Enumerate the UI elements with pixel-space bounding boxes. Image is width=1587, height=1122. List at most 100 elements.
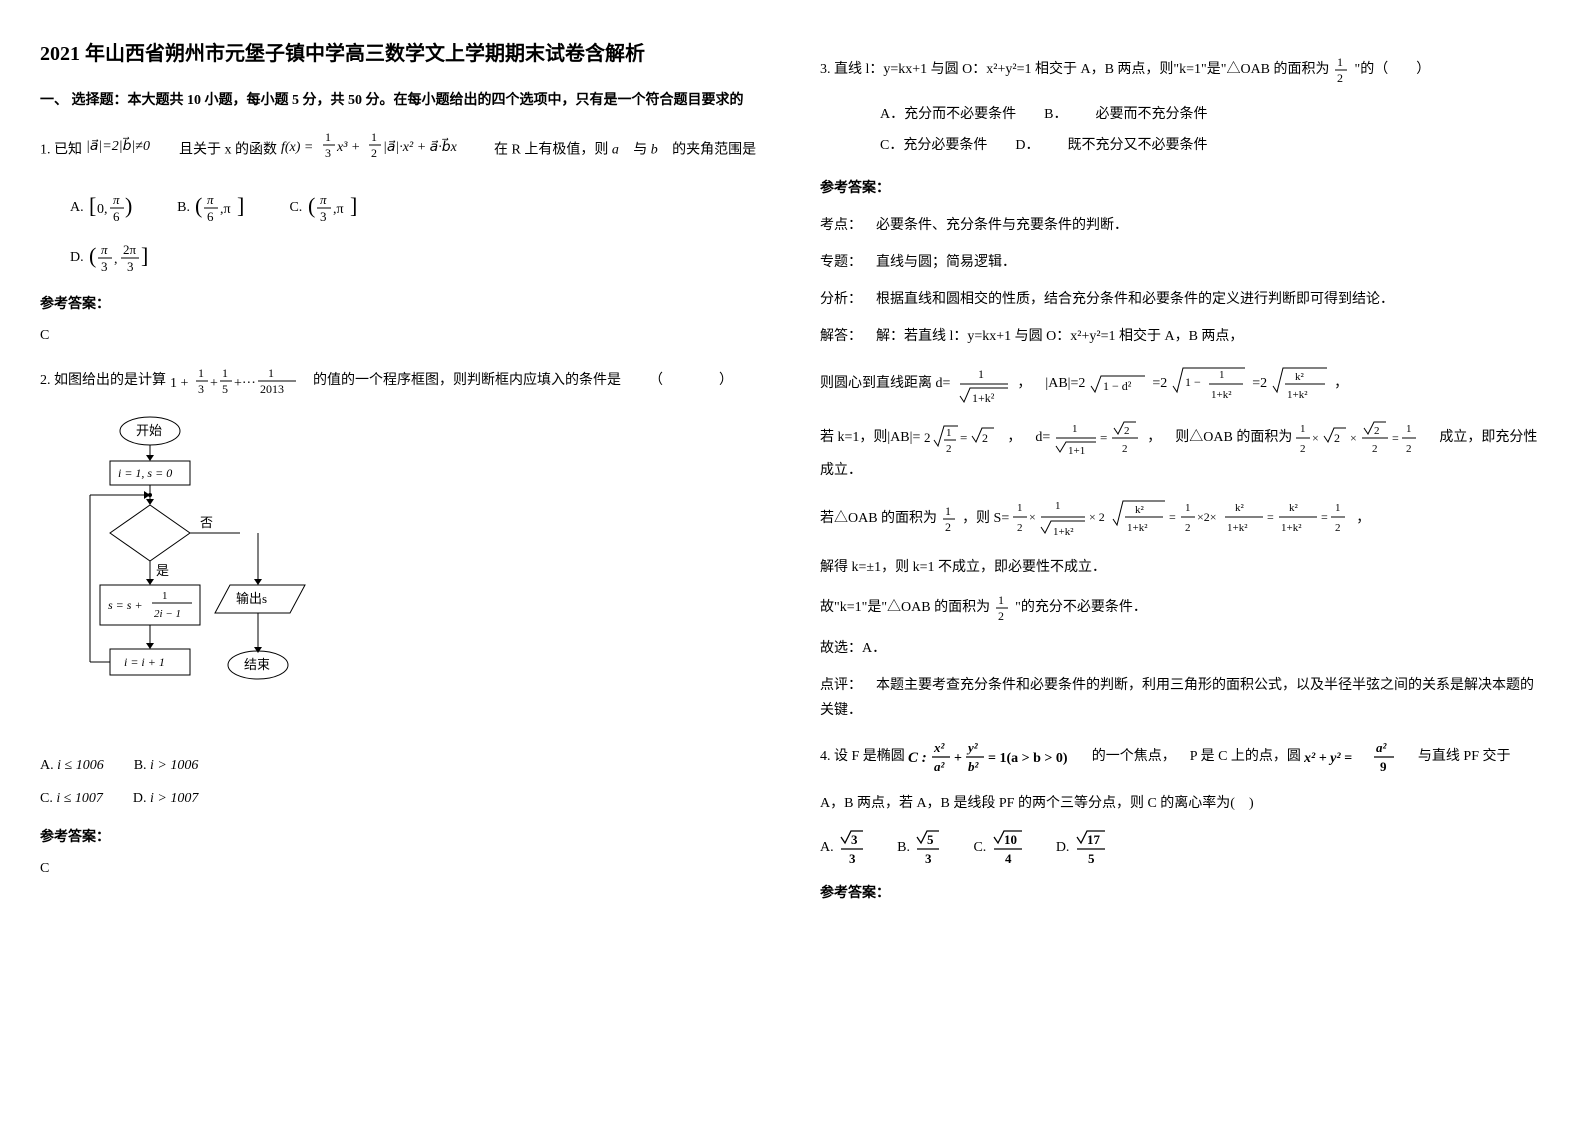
question-2: 2. 如图给出的是计算 1 + 13 + 15 +··· 12013 的值的一个… bbox=[40, 363, 760, 399]
svg-text:2: 2 bbox=[946, 443, 952, 455]
svg-text:|a⃗|=2|b⃗|≠0: |a⃗|=2|b⃗|≠0 bbox=[86, 137, 150, 155]
svg-text:0,: 0, bbox=[97, 202, 108, 217]
svg-text:6: 6 bbox=[113, 209, 120, 224]
svg-text:2: 2 bbox=[1406, 443, 1412, 455]
svg-text:x² + y² =: x² + y² = bbox=[1304, 751, 1352, 766]
q2-suffix: 的值的一个程序框图，则判断框内应填入的条件是 （ ） bbox=[313, 373, 733, 388]
svg-text:2: 2 bbox=[1372, 443, 1378, 455]
q2-flowchart: 开始 i = 1, s = 0 否 是 s = s + 12i − bbox=[80, 413, 760, 743]
q1-suffix: 的夹角范围是 bbox=[672, 143, 756, 158]
svg-text:1: 1 bbox=[1335, 502, 1341, 514]
svg-text:3: 3 bbox=[101, 259, 108, 274]
svg-text:(: ( bbox=[308, 193, 315, 218]
svg-text:,: , bbox=[114, 252, 118, 267]
svg-text:×: × bbox=[1350, 431, 1357, 445]
svg-text:k²: k² bbox=[1235, 502, 1245, 514]
svg-text:6: 6 bbox=[207, 209, 214, 224]
svg-text:2: 2 bbox=[1335, 522, 1341, 534]
svg-text:× 2: × 2 bbox=[1089, 510, 1105, 524]
svg-text:=: = bbox=[1100, 430, 1107, 445]
svg-text:π: π bbox=[101, 242, 108, 257]
q3-dianping: 点评： 本题主要考查充分条件和必要条件的判断，利用三角形的面积公式，以及半径半弦… bbox=[820, 673, 1540, 723]
svg-text:1: 1 bbox=[998, 593, 1004, 607]
svg-text:2: 2 bbox=[371, 146, 377, 160]
svg-text:1+k²: 1+k² bbox=[972, 391, 995, 405]
svg-text:]: ] bbox=[237, 193, 244, 218]
svg-text:s = s +: s = s + bbox=[108, 598, 143, 612]
svg-text:结束: 结束 bbox=[244, 657, 270, 672]
svg-text:1: 1 bbox=[945, 504, 951, 518]
svg-text:=: = bbox=[1169, 510, 1176, 524]
svg-text:2: 2 bbox=[982, 431, 988, 445]
svg-text:+: + bbox=[210, 376, 218, 391]
svg-text:5: 5 bbox=[222, 382, 228, 396]
page-title: 2021 年山西省朔州市元堡子镇中学高三数学文上学期期末试卷含解析 bbox=[40, 40, 760, 68]
svg-text:): ) bbox=[125, 193, 132, 218]
svg-text:3: 3 bbox=[320, 209, 327, 224]
svg-text:×: × bbox=[1312, 431, 1319, 445]
svg-text:(: ( bbox=[195, 193, 202, 218]
svg-text:]: ] bbox=[350, 193, 357, 218]
svg-text:π: π bbox=[113, 192, 120, 207]
svg-text:2: 2 bbox=[1300, 443, 1306, 455]
q4-optA: A. 33 bbox=[820, 829, 867, 867]
q4-optD: D. 175 bbox=[1056, 829, 1109, 867]
svg-text:+: + bbox=[954, 751, 962, 766]
svg-text:3: 3 bbox=[925, 851, 932, 866]
q2-answer: C bbox=[40, 856, 760, 881]
q1-optA: A. [0,π6) bbox=[70, 188, 137, 228]
q4-mid1: 的一个焦点， P 是 C 上的点，圆 bbox=[1092, 750, 1301, 765]
svg-text:2: 2 bbox=[1337, 71, 1343, 85]
svg-text:1: 1 bbox=[1219, 369, 1225, 381]
svg-text:π: π bbox=[320, 192, 327, 207]
q1-formula-fx: f(x) = 13 x³ + 12 |a⃗|·x² + a⃗·b⃗x bbox=[281, 127, 491, 174]
q3-ref: 参考答案： bbox=[820, 176, 1540, 201]
svg-text:1 −: 1 − bbox=[1185, 375, 1201, 389]
svg-text:10: 10 bbox=[1004, 832, 1017, 847]
svg-text:2: 2 bbox=[1122, 443, 1128, 455]
q1-options: A. [0,π6) B. (π6,π] C. (π3,π] bbox=[70, 188, 760, 228]
svg-text:1: 1 bbox=[1017, 502, 1023, 514]
q3-fenxi: 分析： 根据直线和圆相交的性质，结合充分条件和必要条件的定义进行判断即可得到结论… bbox=[820, 287, 1540, 312]
q1-mid3: 与 bbox=[633, 143, 647, 158]
svg-text:5: 5 bbox=[1088, 851, 1095, 866]
q1-formula-condition: |a⃗|=2|b⃗|≠0 bbox=[86, 132, 176, 169]
svg-text:2: 2 bbox=[1374, 425, 1380, 437]
q3-line-solve: 解得 k=±1，则 k=1 不成立，即必要性不成立． bbox=[820, 555, 1540, 580]
svg-text:=: = bbox=[1267, 510, 1274, 524]
question-1: 1. 已知 |a⃗|=2|b⃗|≠0 且关于 x 的函数 f(x) = 13 x… bbox=[40, 127, 760, 174]
q1-vec-b: b⃗ bbox=[651, 143, 669, 158]
svg-text:1: 1 bbox=[162, 590, 168, 602]
svg-text:(: ( bbox=[89, 243, 96, 268]
q1-optD: D. (π3,2π3] bbox=[70, 238, 760, 278]
q4-line2: A，B 两点，若 A，B 是线段 PF 的两个三等分点，则 C 的离心率为( ) bbox=[820, 791, 1540, 816]
q2-optC: C. i ≤ 1007 bbox=[40, 786, 103, 811]
question-3: 3. 直线 l：y=kx+1 与圆 O：x²+y²=1 相交于 A，B 两点，则… bbox=[820, 54, 1540, 86]
svg-text:1+k²: 1+k² bbox=[1281, 522, 1302, 534]
q2-options-row1: A. i ≤ 1006 B. i > 1006 bbox=[40, 753, 760, 778]
svg-text:1+1: 1+1 bbox=[1068, 445, 1085, 457]
q4-mid2: 与直线 PF 交于 bbox=[1418, 750, 1511, 765]
svg-text:1+k²: 1+k² bbox=[1127, 522, 1148, 534]
svg-text:1: 1 bbox=[1055, 500, 1061, 512]
svg-text:2: 2 bbox=[1017, 522, 1023, 534]
svg-text:π: π bbox=[207, 192, 214, 207]
q1-prefix: 1. 已知 bbox=[40, 143, 82, 158]
q3-optB: B． 必要而不充分条件 bbox=[1044, 107, 1207, 122]
svg-text:1: 1 bbox=[1072, 423, 1078, 435]
q3-line-area: 若△OAB 的面积为 12 ，则 S= 12 × 11+k² × 2 k²1+k… bbox=[820, 495, 1540, 543]
svg-text:,π: ,π bbox=[220, 202, 231, 217]
svg-text:k²: k² bbox=[1289, 502, 1299, 514]
svg-text:×2×: ×2× bbox=[1197, 510, 1217, 524]
q3-kaodian: 考点： 必要条件、充分条件与充要条件的判断． bbox=[820, 213, 1540, 238]
q3-options: A．充分而不必要条件 B． 必要而不充分条件 C．充分必要条件 D． 既不充分又… bbox=[880, 100, 1540, 162]
q3-optCD: C．充分必要条件 D． 既不充分又不必要条件 bbox=[880, 131, 1540, 162]
svg-text:1: 1 bbox=[222, 366, 228, 380]
q2-optB: B. i > 1006 bbox=[134, 753, 199, 778]
svg-text:输出s: 输出s bbox=[236, 591, 267, 606]
svg-text:1: 1 bbox=[371, 130, 377, 144]
q3-line-conclude: 故"k=1"是"△OAB 的面积为 12 "的充分不必要条件． bbox=[820, 592, 1540, 624]
svg-text:×: × bbox=[1029, 510, 1036, 524]
q3-suffix: "的（ ） bbox=[1355, 62, 1431, 77]
svg-text:2: 2 bbox=[1334, 431, 1340, 445]
